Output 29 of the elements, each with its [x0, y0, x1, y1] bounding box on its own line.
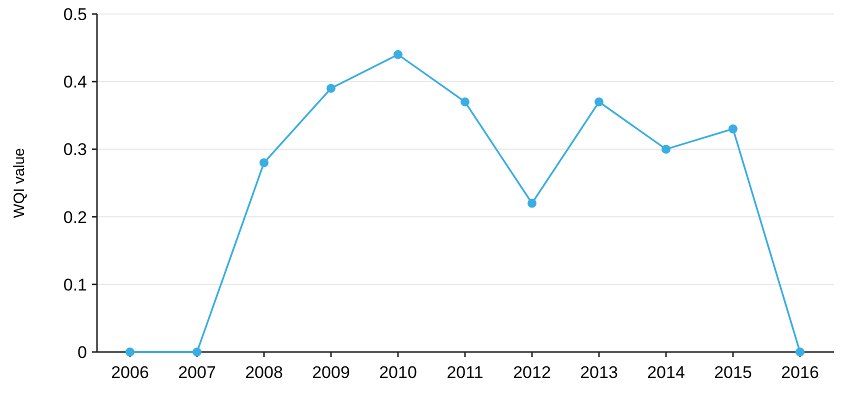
- x-tick-label: 2008: [245, 363, 283, 382]
- x-tick-label: 2007: [178, 363, 216, 382]
- point: [326, 84, 336, 93]
- point: [394, 50, 402, 60]
- x-tick-label: 2009: [312, 363, 350, 382]
- y-tick-label: 0.5: [63, 4, 87, 24]
- point: [594, 97, 604, 106]
- x-tick-label: 2012: [513, 363, 551, 382]
- y-axis-title: WQI value: [11, 148, 28, 218]
- point: [796, 348, 804, 356]
- x-tick-label: 2011: [446, 363, 484, 382]
- y-tick-label: 0: [78, 342, 87, 362]
- y-tick-label: 0.3: [63, 140, 87, 160]
- y-tick-label: 0.2: [63, 208, 87, 227]
- y-tick-label: 0.1: [63, 275, 87, 294]
- x-tick-label: 2013: [580, 363, 618, 382]
- x-tick-label: 2015: [714, 363, 752, 382]
- x-tick-label: 2010: [379, 363, 417, 382]
- point: [460, 97, 470, 106]
- x-tick-label: 2016: [781, 363, 819, 382]
- point: [126, 348, 134, 356]
- point: [528, 198, 536, 208]
- x-tick-label: 2014: [647, 363, 685, 382]
- point: [728, 124, 738, 134]
- point: [260, 158, 268, 168]
- point: [662, 144, 670, 154]
- x-tick-label: 2006: [111, 363, 149, 382]
- y-tick-label: 0.4: [63, 72, 87, 92]
- point: [192, 348, 202, 356]
